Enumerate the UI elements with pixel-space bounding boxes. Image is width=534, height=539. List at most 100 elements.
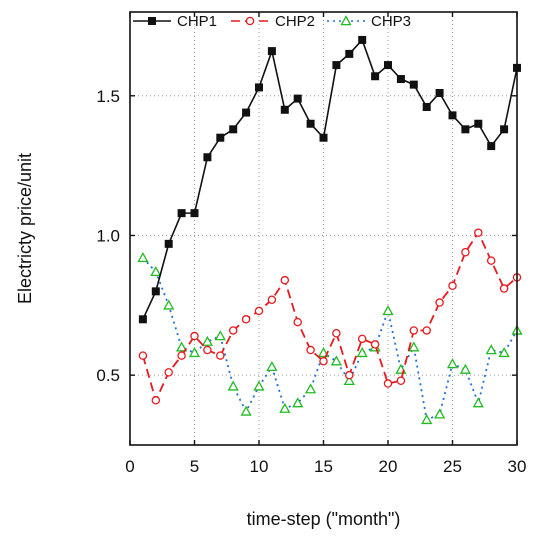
legend-marker bbox=[148, 17, 156, 25]
data-point bbox=[306, 345, 315, 355]
data-point bbox=[345, 49, 354, 58]
data-point bbox=[177, 351, 186, 360]
data-point bbox=[227, 380, 239, 391]
data-point bbox=[474, 228, 483, 237]
data-point bbox=[280, 275, 290, 285]
x-tick-label: 5 bbox=[190, 457, 199, 476]
data-point bbox=[267, 295, 277, 304]
data-point bbox=[254, 306, 264, 316]
data-point bbox=[150, 265, 162, 277]
data-point bbox=[487, 142, 496, 151]
data-point bbox=[498, 346, 510, 358]
data-point bbox=[371, 72, 380, 81]
grid-lines bbox=[130, 12, 517, 445]
legend-item-chp2: CHP2 bbox=[231, 13, 315, 30]
data-point bbox=[175, 341, 188, 352]
data-point bbox=[356, 346, 368, 358]
data-point bbox=[472, 397, 484, 408]
data-point bbox=[279, 402, 291, 413]
legend: CHP1 CHP2 CHP3 bbox=[133, 13, 411, 30]
y-tick-label: 0.5 bbox=[96, 366, 120, 385]
data-point bbox=[319, 356, 328, 366]
legend-label: CHP2 bbox=[275, 13, 315, 30]
data-point bbox=[306, 119, 315, 128]
data-point bbox=[151, 287, 160, 296]
legend-item-chp1: CHP1 bbox=[133, 13, 217, 30]
data-point bbox=[177, 209, 186, 218]
data-point bbox=[448, 111, 457, 120]
legend-item-chp3: CHP3 bbox=[327, 13, 411, 30]
series-group bbox=[137, 35, 523, 425]
data-point bbox=[240, 405, 252, 416]
data-point bbox=[396, 75, 405, 84]
data-point bbox=[345, 370, 354, 380]
data-point bbox=[461, 125, 470, 134]
x-axis-title: time-step ("month") bbox=[247, 509, 401, 529]
data-point bbox=[330, 355, 343, 366]
data-point bbox=[332, 329, 341, 338]
legend-marker bbox=[340, 15, 352, 26]
data-point bbox=[459, 363, 472, 374]
data-point bbox=[319, 133, 328, 142]
data-point bbox=[280, 105, 289, 114]
data-point bbox=[138, 351, 148, 360]
data-point bbox=[203, 153, 212, 162]
data-point bbox=[137, 251, 149, 263]
data-point bbox=[384, 61, 392, 70]
data-point bbox=[358, 35, 367, 44]
x-tick-label: 10 bbox=[250, 457, 269, 476]
data-point bbox=[421, 414, 433, 425]
data-point bbox=[253, 380, 265, 391]
data-point bbox=[383, 379, 393, 388]
y-tick-label: 1.0 bbox=[96, 226, 120, 245]
data-point bbox=[409, 80, 418, 89]
legend-label: CHP1 bbox=[177, 13, 217, 30]
data-point bbox=[382, 305, 394, 316]
data-point bbox=[485, 344, 497, 355]
data-point bbox=[214, 330, 226, 341]
series-chp3 bbox=[137, 251, 523, 425]
data-point bbox=[292, 397, 304, 408]
data-point bbox=[370, 340, 380, 349]
x-tick-label: 20 bbox=[379, 457, 398, 476]
data-point bbox=[396, 376, 406, 385]
series-chp2 bbox=[138, 228, 522, 405]
data-point bbox=[408, 341, 420, 352]
data-point bbox=[435, 89, 444, 98]
series-chp1 bbox=[138, 35, 521, 324]
series-line bbox=[142, 257, 518, 422]
data-point bbox=[216, 351, 225, 360]
data-point bbox=[332, 61, 341, 70]
data-point bbox=[190, 209, 199, 218]
series-line bbox=[142, 230, 518, 403]
data-point bbox=[188, 346, 201, 358]
legend-marker bbox=[245, 16, 255, 26]
data-point bbox=[304, 383, 317, 394]
legend-label: CHP3 bbox=[371, 13, 411, 30]
data-point bbox=[242, 108, 251, 117]
data-point bbox=[435, 298, 444, 307]
data-point bbox=[293, 317, 302, 327]
data-point bbox=[255, 83, 263, 92]
y-axis-title: Electricty price/unit bbox=[15, 153, 35, 304]
data-point bbox=[500, 125, 509, 134]
data-point bbox=[151, 396, 161, 405]
x-tick-label: 30 bbox=[508, 457, 527, 476]
data-point bbox=[486, 256, 496, 265]
data-point bbox=[241, 315, 251, 324]
data-point bbox=[164, 368, 173, 377]
data-point bbox=[229, 125, 238, 134]
data-point bbox=[293, 94, 302, 103]
data-point bbox=[422, 326, 431, 335]
data-point bbox=[422, 102, 431, 111]
y-tick-label: 1.5 bbox=[96, 87, 120, 106]
data-point bbox=[448, 281, 457, 291]
data-point bbox=[357, 334, 367, 344]
data-point bbox=[228, 326, 238, 335]
axis-ticks: 0 5 10 15 20 25 30 0.5 1.0 1.5 bbox=[96, 12, 526, 476]
x-tick-label: 0 bbox=[125, 457, 134, 476]
data-point bbox=[499, 284, 509, 293]
data-point bbox=[216, 133, 225, 142]
data-point bbox=[267, 47, 276, 56]
